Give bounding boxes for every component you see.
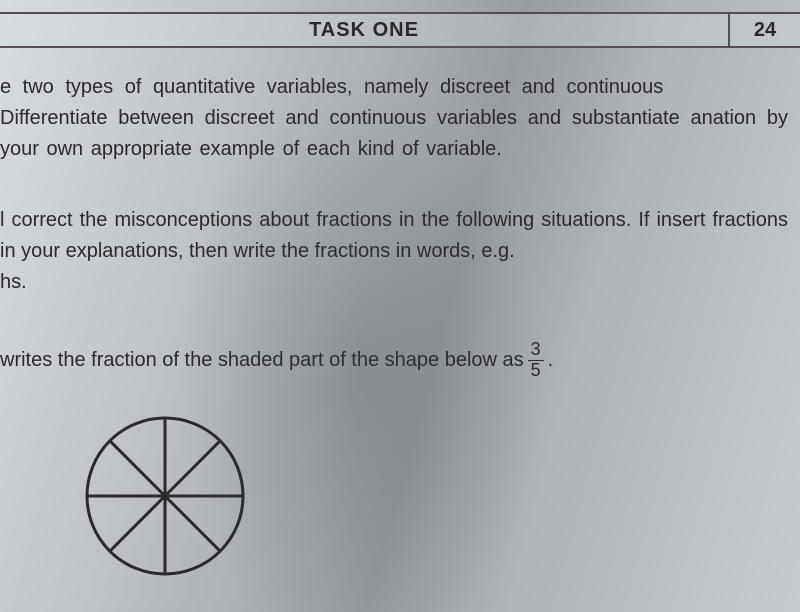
fraction-three-fifths: 3 5 <box>528 340 544 381</box>
page-number-cell: 24 <box>730 12 800 48</box>
task-title: TASK ONE <box>309 19 419 42</box>
p3-period: . <box>548 345 554 376</box>
fraction-denominator: 5 <box>528 361 544 381</box>
content-area: e two types of quantitative variables, n… <box>0 48 800 586</box>
fraction-numerator: 3 <box>528 340 544 361</box>
paragraph-1: e two types of quantitative variables, n… <box>0 72 788 165</box>
header-row: TASK ONE 24 <box>0 12 800 48</box>
p3-text: writes the fraction of the shaded part o… <box>0 345 524 376</box>
circle-sectors-diagram <box>80 411 788 586</box>
paragraph-3: writes the fraction of the shaded part o… <box>0 340 788 381</box>
task-title-cell: TASK ONE <box>0 12 730 48</box>
circle-svg <box>80 411 250 581</box>
p2-line3: hs. <box>0 271 27 293</box>
p1-line1: e two types of quantitative variables, n… <box>0 72 788 103</box>
p2-line1: l correct the misconceptions about fract… <box>0 209 649 231</box>
document-page: TASK ONE 24 e two types of quantitative … <box>0 12 800 612</box>
page-number: 24 <box>754 19 776 42</box>
paragraph-2: l correct the misconceptions about fract… <box>0 205 788 298</box>
p1-line2: Differentiate between discreet and conti… <box>0 107 680 129</box>
